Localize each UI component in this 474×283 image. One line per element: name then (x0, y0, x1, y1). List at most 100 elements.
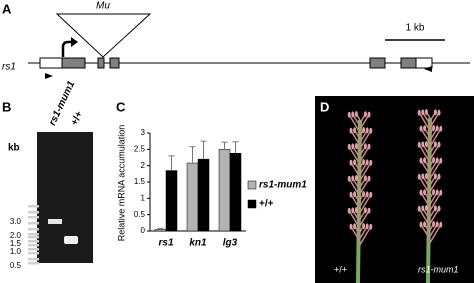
ladder-band (28, 233, 39, 236)
insertion-triangle (55, 13, 152, 58)
error-bar (168, 155, 175, 171)
spikelet (354, 175, 358, 181)
spikelet (349, 159, 353, 166)
branch (359, 210, 370, 226)
spikelet (365, 159, 369, 166)
ladder-band (28, 216, 39, 219)
ladder-bands (28, 205, 39, 265)
y-tick-label: 3 (141, 128, 146, 137)
panel-label: A (2, 1, 12, 16)
spikelet (437, 109, 441, 116)
spikelet (433, 173, 437, 180)
ladder-label: 1.0 (10, 247, 22, 256)
spikelet (347, 143, 351, 150)
x-tick-label: kn1 (189, 238, 207, 249)
spikelet (363, 175, 367, 182)
error-bar (200, 140, 207, 160)
spikelet (424, 141, 428, 147)
error-bar (221, 141, 228, 150)
spikelet (351, 143, 355, 150)
branch (420, 224, 431, 240)
ladder-band (28, 244, 39, 247)
error-bar (189, 146, 196, 164)
spikelet (435, 157, 439, 164)
spikelet (439, 189, 443, 196)
genotype-label: +/+ (334, 264, 347, 274)
ladder-band (28, 240, 39, 243)
spikelet (363, 143, 367, 150)
spikelet (362, 127, 366, 133)
spikelet (362, 159, 366, 165)
unit-label: kb (8, 143, 20, 154)
branch (429, 224, 442, 244)
branch (418, 144, 431, 164)
spikelet (362, 191, 366, 197)
branch (359, 130, 372, 150)
spikelet (421, 141, 425, 148)
legend-swatch (247, 180, 257, 190)
spikelet (421, 109, 425, 116)
branch (352, 114, 361, 127)
spikelet (423, 189, 427, 196)
spikelet (365, 191, 369, 198)
ladder-band (28, 222, 39, 225)
scale-label: 1 kb (406, 23, 425, 34)
spikelet (437, 173, 441, 180)
branch (420, 160, 431, 176)
branch (348, 114, 361, 134)
bar (186, 162, 199, 232)
branch (350, 130, 361, 146)
bar (218, 149, 231, 232)
spikelet (349, 191, 353, 198)
branch (422, 176, 431, 189)
exon (369, 57, 386, 69)
spikelet (354, 111, 358, 117)
spikelet (417, 205, 421, 212)
spikelet (354, 207, 358, 213)
branch (359, 162, 368, 175)
spikelet (347, 175, 351, 182)
spikelet (365, 223, 369, 230)
error-bar (232, 141, 239, 154)
primer (424, 66, 432, 72)
panel-label: D (320, 99, 329, 114)
branch (429, 176, 440, 192)
insert-label: Mu (96, 1, 110, 12)
spikelet (421, 205, 425, 212)
branch (348, 146, 361, 166)
spikelet (417, 173, 421, 180)
branch (350, 226, 361, 242)
branch (359, 146, 370, 162)
spikelet (351, 207, 355, 214)
spikelet (353, 191, 357, 198)
exon (61, 57, 86, 69)
spikelet (351, 111, 355, 118)
spikelet (363, 111, 367, 118)
spikelet (433, 205, 437, 212)
ladder-band (28, 236, 39, 239)
ladder-band (28, 252, 39, 255)
spikelet (423, 157, 427, 164)
spikelet (417, 141, 421, 148)
ladder-label: 1.5 (10, 239, 22, 248)
branch (429, 224, 438, 237)
spikelet (367, 143, 371, 150)
branch (359, 114, 370, 130)
lane-label: +/+ (69, 109, 85, 127)
bar (229, 153, 242, 232)
branch (418, 208, 431, 228)
spikelet (369, 191, 373, 198)
branch (359, 194, 368, 207)
ladder-label: 2.0 (10, 231, 22, 240)
branch (420, 128, 431, 144)
legend-label: +/+ (259, 199, 274, 210)
spikelet (424, 173, 428, 179)
x-tick-label: rs1 (158, 238, 173, 249)
ladder-label: 3.0 (10, 217, 22, 226)
branch (422, 112, 431, 125)
branch (429, 112, 440, 128)
gel-band (64, 236, 78, 244)
error-bar (157, 227, 164, 230)
ladder-label: 0.5 (10, 261, 22, 270)
